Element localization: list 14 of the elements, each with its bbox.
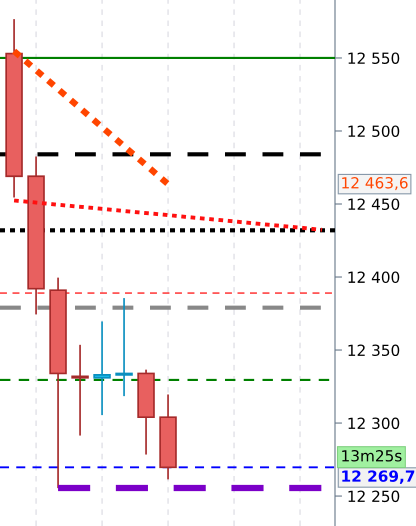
line-series [12,198,324,232]
y-tick-label: 12 550 [348,52,400,64]
y-tick-label: 12 350 [348,344,400,356]
candlestick [93,321,111,416]
y-tick-label: 12 400 [348,271,400,284]
y-tick-label: 12 500 [348,125,400,138]
y-tick-label: 12 450 [348,198,400,210]
text: 12 463,6 [342,177,408,190]
candlestick [115,298,133,396]
text: 13m25s [342,450,402,462]
candlestick [71,344,89,436]
y-tick-label: 12 300 [348,418,400,430]
ref-line-label: 12 269,7 [342,470,414,484]
y-tick-label: 12 250 [348,490,400,502]
